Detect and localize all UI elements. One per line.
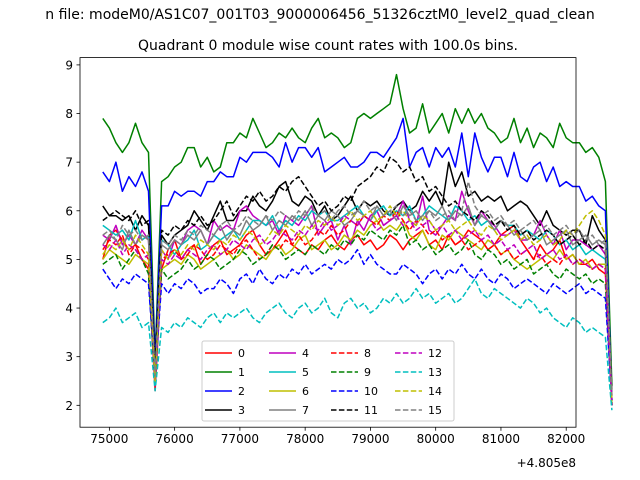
series-line-5 [102,205,613,406]
legend-label-4: 4 [302,347,309,360]
legend-label-6: 6 [302,385,309,398]
x-tick-label: 82000 [547,432,585,446]
figure-suptitle: n file: modeM0/AS1C07_001T03_9000006456_… [45,7,594,23]
y-tick-label: 4 [65,302,73,316]
legend-label-2: 2 [238,385,245,398]
legend-label-7: 7 [302,404,309,417]
axes-frame [79,57,577,428]
x-tick-label: 75000 [90,432,128,446]
series-line-9 [102,224,613,406]
y-tick-label: 6 [65,204,73,218]
plot-area [79,57,613,428]
x-tick-label: 77000 [221,432,259,446]
x-tick-label: 76000 [156,432,194,446]
legend-label-8: 8 [364,347,371,360]
x-tick-label: 79000 [351,432,389,446]
x-offset-label: +4.805e8 [517,456,576,470]
legend-label-0: 0 [238,347,245,360]
legend-label-12: 12 [428,347,442,360]
series-line-1 [102,73,613,386]
series-line-10 [102,248,613,401]
series-line-2 [102,117,613,401]
legend-label-11: 11 [364,404,378,417]
y-tick-label: 7 [65,156,73,170]
series-lines [102,73,613,411]
y-tick-label: 3 [65,350,73,364]
x-axis: 75000 76000 77000 78000 79000 80000 81000 82000 [90,427,585,446]
legend-label-1: 1 [238,366,245,379]
x-tick-label: 80000 [417,432,455,446]
x-tick-label: 81000 [482,432,520,446]
y-tick-label: 8 [65,107,73,121]
series-line-15 [102,180,613,396]
legend-box [201,340,455,422]
x-tick-label: 78000 [286,432,324,446]
series-line-13 [102,278,613,411]
y-tick-label: 5 [65,253,73,267]
legend-label-5: 5 [302,366,309,379]
chart-title: Quadrant 0 module wise count rates with … [138,38,518,54]
series-line-7 [102,205,613,401]
legend-label-15: 15 [428,404,442,417]
series-line-12 [102,214,613,406]
legend-label-9: 9 [364,366,371,379]
legend-label-3: 3 [238,404,245,417]
y-tick-label: 9 [65,58,73,72]
y-tick-label: 2 [65,399,73,413]
y-axis: 2 3 4 5 6 7 8 9 [65,58,80,413]
legend-label-14: 14 [428,385,442,398]
series-line-14 [102,205,613,401]
legend-label-10: 10 [364,385,378,398]
series-line-11 [102,156,613,391]
legend-label-13: 13 [428,366,442,379]
